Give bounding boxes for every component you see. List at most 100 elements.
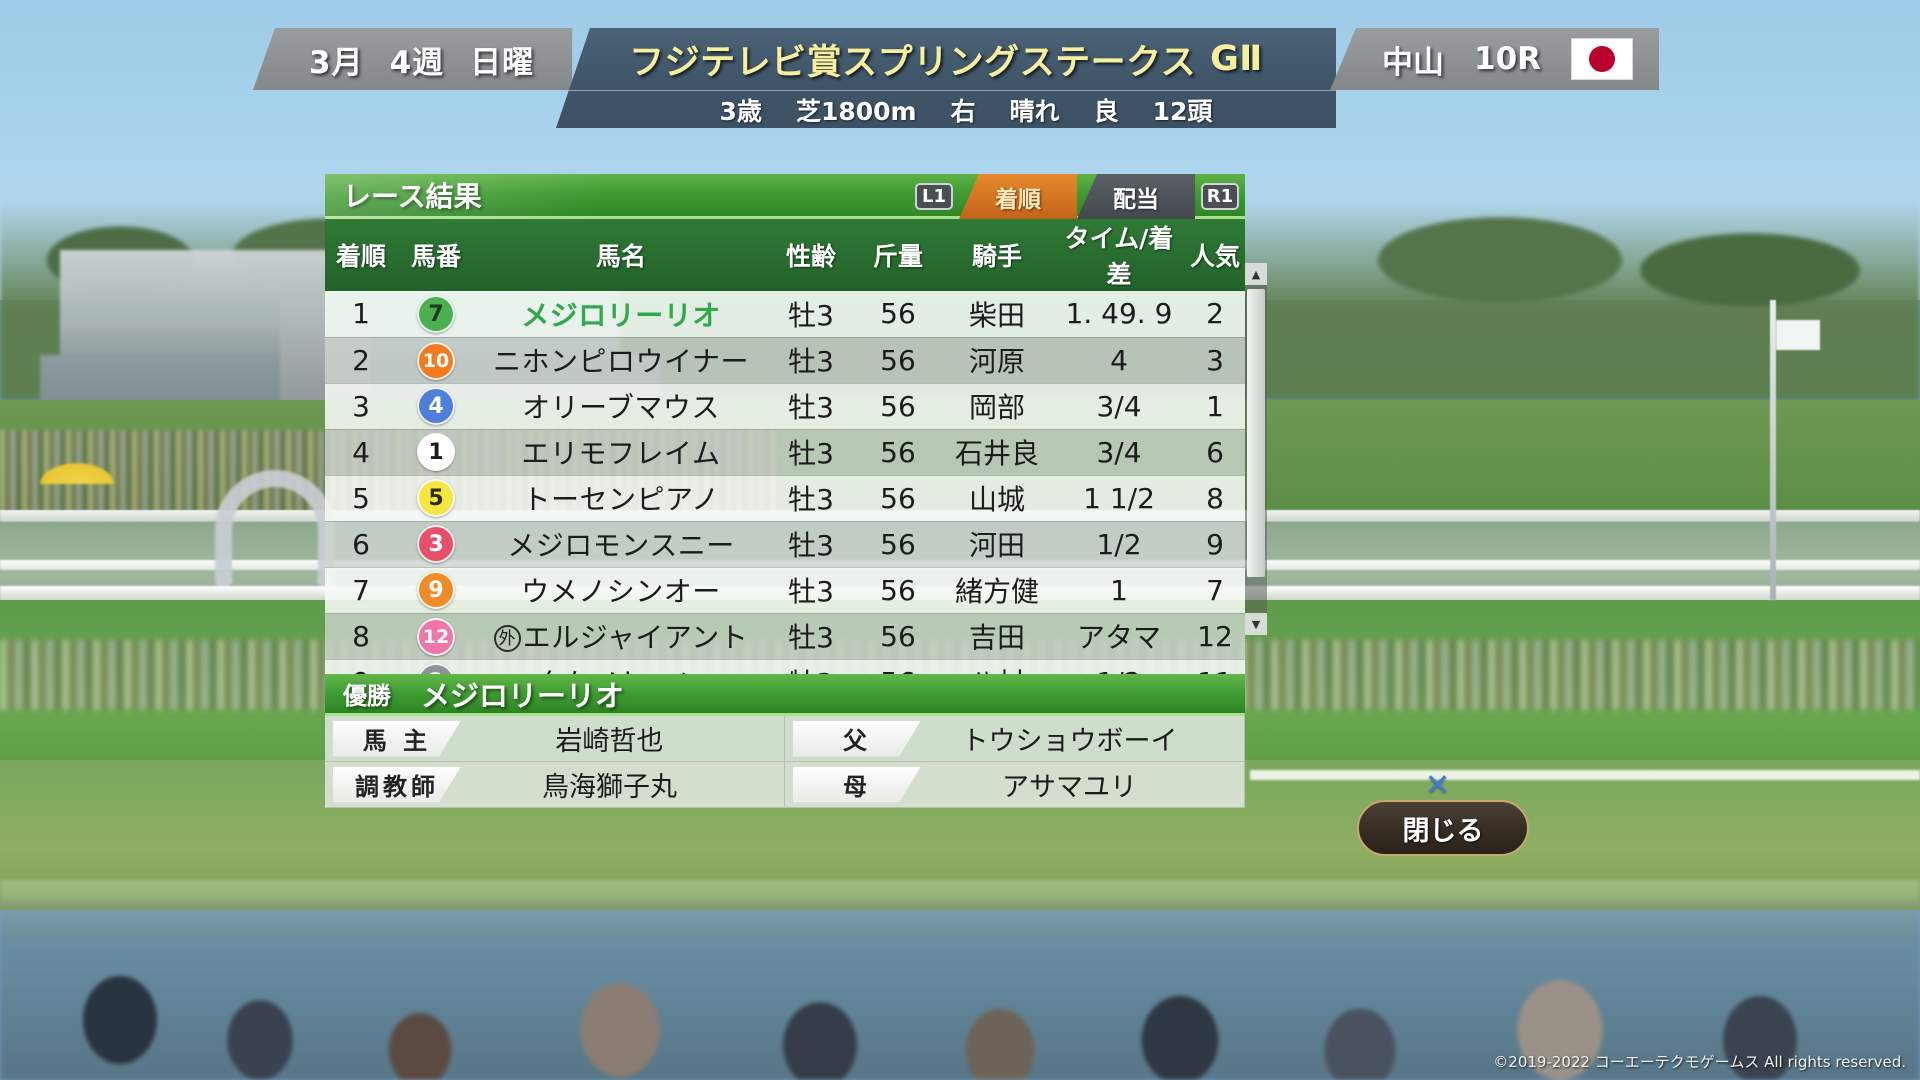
cell-popularity: 7 [1185, 567, 1245, 614]
cell-horse-number: 4 [397, 383, 475, 430]
shoulder-button-r1[interactable]: R1 [1201, 183, 1239, 210]
foreground-crowd [0, 900, 1920, 1080]
table-row[interactable]: 7 9 ウメノシンオー 牡3 56 緒方健 1 7 [325, 567, 1245, 614]
table-row[interactable]: 2 10 ニホンピロウイナー 牡3 56 河原 4 3 [325, 337, 1245, 384]
info-owner: 馬 主 岩崎哲也 [325, 716, 785, 762]
cell-jockey: 緒方健 [941, 567, 1053, 614]
cell-rank: 3 [325, 383, 397, 430]
cell-jockey: 石井良 [941, 429, 1053, 476]
tab-finish-order[interactable]: 着順 [959, 174, 1077, 219]
cell-time-margin: 3/4 [1053, 383, 1185, 430]
vertical-scrollbar[interactable]: ▲ ▼ [1245, 263, 1267, 635]
cell-weight: 56 [855, 383, 941, 430]
info-sire-key: 父 [793, 721, 921, 757]
race-header: 3月 4週 日曜 フジテレビ賞スプリングステークス GⅡ 3歳 芝1800m 右… [0, 28, 1920, 128]
cell-horse-name: エリモフレイム [475, 429, 767, 476]
cell-weight: 56 [855, 613, 941, 660]
cell-horse-name: トーセンピアノ [475, 475, 767, 522]
race-title-plate: フジテレビ賞スプリングステークス GⅡ 3歳 芝1800m 右 晴れ 良 12頭 [556, 28, 1336, 128]
cell-horse-number: 12 [397, 613, 475, 660]
close-x-icon[interactable]: ✕ [1425, 768, 1451, 803]
result-table-body: 1 7 メジロリーリオ 牡3 56 柴田 1. 49. 9 2 2 10 ニホンピロウイナー 牡3 56… [325, 291, 1245, 706]
winner-info-grid: 馬 主 岩崎哲也 父 トウショウボーイ 調教師 鳥海獅子丸 母 アサマユリ [325, 716, 1245, 808]
cell-rank: 1 [325, 291, 397, 338]
cell-weight: 56 [855, 291, 941, 338]
cell-sex-age: 牡3 [767, 383, 855, 430]
table-header-row: 着順 馬番 馬名 性齢 斤量 騎手 タイム/着差 人気 [325, 219, 1245, 291]
cell-jockey: 柴田 [941, 291, 1053, 338]
scrollbar-thumb[interactable] [1247, 289, 1265, 577]
cell-horse-number: 3 [397, 521, 475, 568]
cell-horse-number: 1 [397, 429, 475, 476]
condition-distance: 芝1800m [795, 96, 917, 126]
col-horse-number: 馬番 [397, 219, 475, 291]
table-row[interactable]: 8 12 外エルジャイアント 牡3 56 吉田 アタマ 12 [325, 613, 1245, 660]
info-trainer-value: 鳥海獅子丸 [542, 772, 677, 803]
horse-number-badge: 12 [417, 617, 455, 656]
col-sex-age: 性齢 [767, 219, 855, 291]
result-table-wrap: 着順 馬番 馬名 性齢 斤量 騎手 タイム/着差 人気 1 7 メジロリーリオ 牡3 5… [325, 219, 1267, 706]
horse-name-text: ニホンピロウイナー [493, 345, 749, 378]
tab-payout[interactable]: 配当 [1077, 174, 1195, 219]
cell-sex-age: 牡3 [767, 521, 855, 568]
panel-header: レース結果 L1 着順 配当 R1 [325, 174, 1245, 219]
scroll-up-icon[interactable]: ▲ [1245, 263, 1267, 285]
col-time-margin: タイム/着差 [1053, 219, 1185, 291]
race-title: フジテレビ賞スプリングステークス [629, 42, 1197, 83]
horse-name-text: トーセンピアノ [522, 483, 720, 516]
horse-name-text: エルジャイアント [522, 621, 749, 654]
cell-jockey: 山城 [941, 475, 1053, 522]
japan-flag-icon [1571, 38, 1634, 80]
cell-jockey: 河原 [941, 337, 1053, 384]
cell-horse-name: ウメノシンオー [475, 567, 767, 614]
close-button[interactable]: 閉じる [1357, 800, 1529, 856]
col-rank: 着順 [325, 219, 397, 291]
date-weekday: 日曜 [470, 44, 535, 81]
horse-number-badge: 3 [417, 525, 455, 564]
cell-popularity: 2 [1185, 291, 1245, 338]
cell-popularity: 12 [1185, 613, 1245, 660]
table-row[interactable]: 4 1 エリモフレイム 牡3 56 石井良 3/4 6 [325, 429, 1245, 476]
horse-number-badge: 7 [417, 295, 455, 333]
cell-weight: 56 [855, 567, 941, 614]
cell-time-margin: 1 [1053, 567, 1185, 614]
info-sire-value: トウショウボーイ [961, 726, 1178, 757]
winner-name: メジロリーリオ [421, 678, 625, 713]
cell-horse-name: オリーブマウス [475, 383, 767, 430]
cell-rank: 2 [325, 337, 397, 384]
venue-name: 中山 [1382, 44, 1444, 81]
col-weight: 斤量 [855, 219, 941, 291]
cell-horse-name: 外エルジャイアント [475, 613, 767, 660]
race-grade: GⅡ [1210, 39, 1263, 79]
cell-time-margin: 4 [1053, 337, 1185, 384]
winner-label: 優勝 [343, 682, 391, 710]
cell-weight: 56 [855, 475, 941, 522]
cell-time-margin: 1/2 [1053, 521, 1185, 568]
shoulder-button-l1[interactable]: L1 [915, 183, 953, 210]
cell-rank: 4 [325, 429, 397, 476]
cell-time-margin: 1 1/2 [1053, 475, 1185, 522]
cell-sex-age: 牡3 [767, 567, 855, 614]
cell-popularity: 9 [1185, 521, 1245, 568]
cell-sex-age: 牡3 [767, 291, 855, 338]
race-title-row: フジテレビ賞スプリングステークス GⅡ [629, 28, 1263, 90]
table-row[interactable]: 6 3 メジロモンスニー 牡3 56 河田 1/2 9 [325, 521, 1245, 568]
cell-popularity: 3 [1185, 337, 1245, 384]
foreign-horse-icon: 外 [493, 625, 521, 652]
table-row[interactable]: 5 5 トーセンピアノ 牡3 56 山城 1 1/2 8 [325, 475, 1245, 522]
horse-number-badge: 9 [417, 571, 455, 610]
flag-cloth [1776, 320, 1820, 350]
cell-sex-age: 牡3 [767, 429, 855, 476]
horseshoe-monument [215, 470, 335, 600]
winner-header: 優勝 メジロリーリオ [325, 674, 1245, 716]
condition-age: 3歳 [719, 96, 762, 126]
cell-weight: 56 [855, 521, 941, 568]
white-fence [1250, 770, 1920, 890]
cell-time-margin: 3/4 [1053, 429, 1185, 476]
cell-jockey: 岡部 [941, 383, 1053, 430]
cell-horse-number: 5 [397, 475, 475, 522]
scroll-down-icon[interactable]: ▼ [1245, 613, 1267, 635]
result-table: 着順 馬番 馬名 性齢 斤量 騎手 タイム/着差 人気 1 7 メジロリーリオ 牡3 5… [325, 219, 1245, 706]
table-row[interactable]: 3 4 オリーブマウス 牡3 56 岡部 3/4 1 [325, 383, 1245, 430]
